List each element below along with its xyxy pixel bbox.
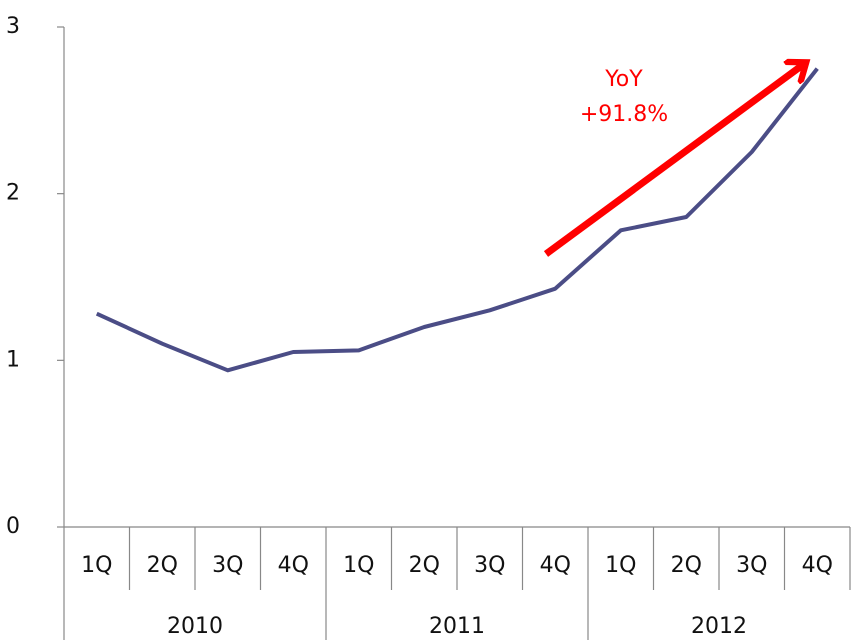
y-tick-label: 0 — [6, 514, 20, 539]
y-tick-label: 1 — [6, 347, 20, 372]
y-tick-label: 3 — [6, 14, 20, 39]
annotation: YoY — [604, 67, 643, 92]
x-tick-label: 4Q — [540, 553, 571, 578]
trend-arrow — [543, 64, 804, 257]
group-label: 2011 — [429, 614, 485, 639]
x-tick-label: 2Q — [409, 553, 440, 578]
x-tick-label: 1Q — [81, 553, 112, 578]
x-tick-label: 2Q — [147, 553, 178, 578]
x-tick-label: 4Q — [278, 553, 309, 578]
x-tick-label: 2Q — [671, 553, 702, 578]
data-line — [95, 67, 819, 373]
x-tick-label: 3Q — [736, 553, 767, 578]
x-tick-label: 4Q — [802, 553, 833, 578]
x-tick-label: 3Q — [474, 553, 505, 578]
x-tick-label: 1Q — [343, 553, 374, 578]
group-label: 2010 — [167, 614, 223, 639]
y-tick-label: 2 — [6, 181, 20, 206]
group-label: 2012 — [691, 614, 747, 639]
annotation: +91.8% — [580, 102, 668, 127]
x-tick-label: 1Q — [605, 553, 636, 578]
x-tick-label: 3Q — [212, 553, 243, 578]
